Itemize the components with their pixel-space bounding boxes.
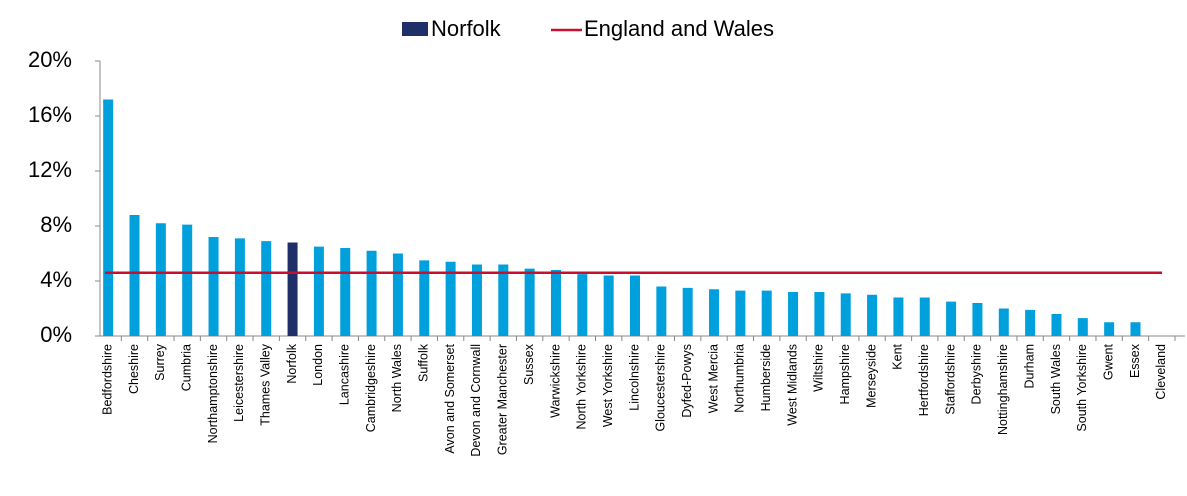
bar [682,287,693,336]
bar [392,253,403,336]
bar [761,290,772,336]
legend-swatch [402,22,428,36]
x-tick-label: West Mercia [706,344,720,413]
bar [1077,318,1088,336]
x-tick-label: Durham [1022,344,1036,388]
x-tick-label: North Wales [390,344,404,412]
y-tick-label: 20% [28,47,72,72]
x-tick-label: North Yorkshire [575,344,589,430]
bar [1104,322,1115,336]
x-tick-label: West Yorkshire [601,344,615,427]
bar [1051,314,1062,336]
x-tick-label: Nottinghamshire [996,344,1010,435]
legend-label: England and Wales [584,16,774,41]
x-tick-label: South Yorkshire [1075,344,1089,432]
y-tick-label: 16% [28,102,72,127]
bar [471,264,482,336]
x-tick-label: Kent [891,343,905,369]
bar [129,215,140,336]
x-tick-label: Essex [1128,343,1142,378]
bar [366,250,377,336]
x-tick-label: Gloucestershire [654,344,668,432]
x-tick-label: Staffordshire [943,344,957,415]
bar [709,289,720,336]
bar [234,238,245,336]
bar [445,261,456,336]
bar [103,99,114,336]
y-tick-label: 0% [40,322,72,347]
x-tick-label: Avon and Somerset [443,343,457,453]
x-tick-label: Hampshire [838,344,852,404]
bar [603,275,614,336]
x-tick-label: Thames Valley [259,343,273,425]
x-tick-label: Greater Manchester [496,344,510,455]
x-tick-label: Humberside [759,344,773,411]
x-tick-label: Norfolk [285,343,299,383]
bar [182,224,193,336]
x-tick-label: Suffolk [417,343,431,382]
y-tick-label: 4% [40,267,72,292]
y-tick-label: 12% [28,157,72,182]
x-tick-label: Bedfordshire [100,344,114,415]
bar [155,223,166,336]
bar [656,286,667,336]
x-tick-label: Merseyside [864,344,878,408]
x-tick-label: Surrey [153,343,167,381]
x-tick-label: Hertfordshire [917,344,931,416]
bar [998,308,1009,336]
x-tick-label: Wiltshire [812,344,826,392]
bar [840,293,851,336]
x-tick-label: Sussex [522,343,536,385]
x-tick-label: Devon and Cornwall [469,344,483,457]
bar [946,301,957,336]
bar [524,268,535,336]
bar [814,292,825,336]
x-tick-label: Cumbria [179,344,193,391]
x-tick-label: Gwent [1101,343,1115,380]
bar [1025,309,1036,336]
x-tick-label: Derbyshire [970,344,984,404]
bar [1130,322,1141,336]
bar [340,248,351,336]
legend-label: Norfolk [431,16,502,41]
x-tick-label: London [311,344,325,386]
bar [972,303,983,336]
x-tick-label: Lancashire [338,344,352,405]
bar [630,275,640,336]
x-tick-label: West Midlands [785,344,799,426]
x-tick-label: Dyfed-Powys [680,344,694,418]
x-tick-label: Cleveland [1154,344,1168,400]
x-tick-label: Cheshire [127,344,141,394]
x-tick-label: South Wales [1049,344,1063,414]
bar [261,241,272,336]
bar [867,294,878,336]
bar [550,270,561,336]
bar [313,246,324,336]
bar [287,242,298,336]
x-tick-label: Leicestershire [232,344,246,422]
x-tick-label: Warwickshire [548,344,562,418]
bar [419,260,430,336]
x-tick-label: Northamptonshire [206,344,220,443]
bar [919,297,930,336]
bar [788,292,799,336]
x-tick-label: Lincolnshire [627,344,641,411]
bar [735,290,746,336]
y-tick-label: 8% [40,212,72,237]
bar [498,264,509,336]
x-tick-label: Northumbria [733,344,747,413]
bar [577,274,588,336]
bar [208,237,219,336]
x-tick-label: Cambridgeshire [364,344,378,432]
bar [893,297,904,336]
